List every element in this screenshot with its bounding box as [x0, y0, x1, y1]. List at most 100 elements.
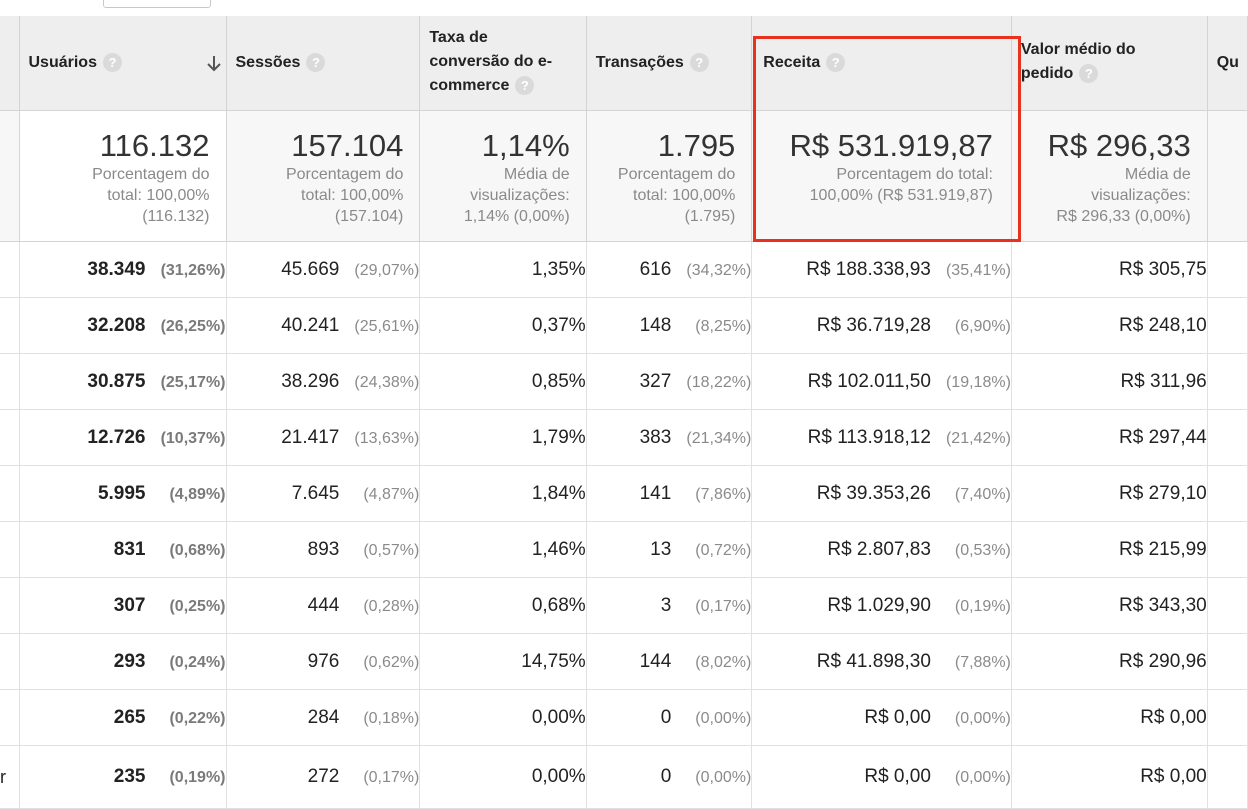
cell-sessions-percent: (0,62%) [363, 653, 420, 671]
cell-sessions-percent: (25,61%) [354, 317, 420, 335]
cell-sessions: 976 (0,62%) [226, 633, 421, 690]
cell-sessions: 21.417 (13,63%) [226, 409, 421, 466]
cell-revenue-value: R$ 1.029,90 [827, 594, 931, 616]
row-dimension[interactable] [0, 465, 20, 522]
cell-users-percent: (25,17%) [160, 373, 226, 391]
row-dimension[interactable] [0, 409, 20, 466]
cell-conversion-value: 0,68% [531, 594, 586, 616]
cell-sessions: 38.296 (24,38%) [226, 353, 421, 410]
cell-aov-value: R$ 0,00 [1140, 706, 1207, 728]
table-row[interactable]: 12.726 (10,37%) 21.417 (13,63%) 1,79% 383 (21,… [0, 409, 1248, 466]
help-icon[interactable]: ? [306, 53, 326, 73]
help-icon[interactable]: ? [102, 53, 122, 73]
cell-quantity [1207, 577, 1248, 634]
table-row[interactable]: 38.349 (31,26%) 45.669 (29,07%) 1,35% 616 (34,… [0, 241, 1248, 298]
table-row[interactable]: 5.995 (4,89%) 7.645 (4,87%) 1,84% 141 (7,86%) R… [0, 465, 1248, 522]
cell-sessions: 7.645 (4,87%) [226, 465, 421, 522]
row-dimension[interactable] [0, 297, 20, 354]
cell-aov-value: R$ 311,96 [1120, 370, 1207, 392]
table-row[interactable]: 831 (0,68%) 893 (0,57%) 1,46% 13 (0,72%) R$ 2.8… [0, 521, 1248, 578]
cell-revenue-percent: (0,00%) [954, 769, 1011, 786]
cell-users-percent: (0,68%) [169, 541, 226, 559]
cell-sessions: 272 (0,17%) [226, 745, 421, 809]
header-sessions[interactable]: Sessões? [226, 16, 421, 111]
cell-sessions-value: 21.417 [281, 426, 340, 448]
cell-conversion-value: 1,46% [531, 538, 586, 560]
totals-conversion-sub: Média de [503, 166, 570, 183]
cell-users-value: 38.349 [87, 258, 146, 280]
cell-aov: R$ 0,00 [1011, 689, 1208, 746]
cell-transactions-value: 13 [650, 538, 672, 560]
cell-transactions-value: 144 [639, 650, 672, 672]
cell-transactions-value: 141 [639, 482, 672, 504]
row-dimension[interactable] [0, 633, 20, 690]
cell-transactions: 327 (18,22%) [586, 353, 753, 410]
cell-quantity [1207, 353, 1248, 410]
header-row: Usuários? Sessões? Taxa de conversão do … [0, 16, 1248, 111]
totals-users-sub: (116.132) [142, 208, 210, 225]
cell-sessions-value: 45.669 [281, 258, 340, 280]
cell-revenue-percent: (19,18%) [945, 373, 1011, 391]
cell-transactions-percent: (0,00%) [695, 769, 752, 786]
table-row[interactable]: 265 (0,22%) 284 (0,18%) 0,00% 0 (0,00%) R$ 0,00… [0, 689, 1248, 746]
table-row[interactable]: 293 (0,24%) 976 (0,62%) 14,75% 144 (8,02%) R$ 4… [0, 633, 1248, 690]
row-dimension[interactable]: r [0, 745, 20, 809]
cell-revenue: R$ 41.898,30 (7,88%) [751, 633, 1012, 690]
header-users[interactable]: Usuários? [19, 16, 227, 111]
cell-conversion: 14,75% [419, 633, 587, 690]
cell-transactions-percent: (18,22%) [686, 373, 752, 391]
table-row[interactable]: 30.875 (25,17%) 38.296 (24,38%) 0,85% 327 (18,… [0, 353, 1248, 410]
cell-sessions-value: 976 [307, 650, 340, 672]
header-revenue[interactable]: Receita? [751, 16, 1012, 111]
cell-sessions-value: 444 [307, 594, 340, 616]
cell-revenue-value: R$ 188.338,93 [806, 258, 931, 280]
toolbar-control[interactable] [103, 0, 211, 8]
cell-aov: R$ 311,96 [1011, 353, 1208, 410]
top-toolbar-strip [0, 0, 1248, 17]
cell-users-percent: (0,24%) [169, 653, 226, 671]
cell-conversion: 0,00% [419, 689, 587, 746]
cell-transactions-value: 616 [639, 258, 672, 280]
totals-revenue: R$ 531.919,87 Porcentagem do total: 100,… [751, 110, 1012, 242]
cell-sessions-percent: (24,38%) [354, 373, 420, 391]
data-rows: 38.349 (31,26%) 45.669 (29,07%) 1,35% 616 (34,… [0, 241, 1248, 809]
table-row[interactable]: 307 (0,25%) 444 (0,28%) 0,68% 3 (0,17%) R$ 1.02… [0, 577, 1248, 634]
cell-aov-value: R$ 297,44 [1119, 426, 1207, 448]
sort-descending-icon[interactable] [206, 54, 222, 74]
header-conversion[interactable]: Taxa de conversão do e- commerce? [419, 16, 587, 111]
header-transactions-label: Transações [595, 54, 684, 71]
header-transactions[interactable]: Transações? [586, 16, 753, 111]
help-icon[interactable]: ? [515, 76, 535, 96]
help-icon[interactable]: ? [826, 53, 846, 73]
cell-revenue-value: R$ 102.011,50 [807, 370, 931, 392]
help-icon[interactable]: ? [689, 53, 709, 73]
table-row[interactable]: 32.208 (26,25%) 40.241 (25,61%) 0,37% 148 (8,2… [0, 297, 1248, 354]
cell-sessions-value: 40.241 [281, 314, 340, 336]
cell-revenue: R$ 188.338,93 (35,41%) [751, 241, 1012, 298]
cell-revenue: R$ 102.011,50 (19,18%) [751, 353, 1012, 410]
cell-revenue: R$ 39.353,26 (7,40%) [751, 465, 1012, 522]
cell-revenue-value: R$ 39.353,26 [816, 482, 931, 504]
cell-sessions-percent: (13,63%) [354, 429, 420, 447]
cell-aov-value: R$ 0,00 [1140, 766, 1207, 787]
row-dimension[interactable] [0, 689, 20, 746]
cell-conversion: 0,85% [419, 353, 587, 410]
cell-transactions-percent: (8,25%) [695, 317, 752, 335]
row-dimension[interactable] [0, 353, 20, 410]
totals-quantity [1207, 110, 1248, 242]
table-row[interactable]: r 235 (0,19%) 272 (0,17%) 0,00% 0 (0,00%) R$ 0,0… [0, 745, 1248, 809]
cell-conversion-value: 14,75% [521, 650, 586, 672]
header-quantity[interactable]: Qu [1207, 16, 1248, 111]
row-dimension[interactable] [0, 241, 20, 298]
header-aov[interactable]: Valor médio do pedido? [1011, 16, 1208, 111]
cell-users: 5.995 (4,89%) [19, 465, 227, 522]
totals-sessions-sub: (157.104) [334, 208, 404, 225]
cell-revenue-value: R$ 41.898,30 [816, 650, 931, 672]
cell-transactions: 0 (0,00%) [586, 689, 753, 746]
row-dimension[interactable] [0, 577, 20, 634]
totals-transactions-value: 1.795 [657, 128, 736, 163]
help-icon[interactable]: ? [1079, 64, 1099, 84]
cell-transactions: 616 (34,32%) [586, 241, 753, 298]
cell-revenue-value: R$ 0,00 [864, 706, 931, 728]
row-dimension[interactable] [0, 521, 20, 578]
